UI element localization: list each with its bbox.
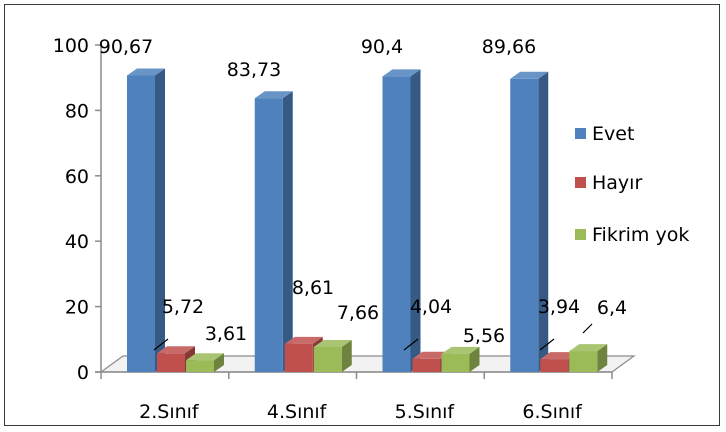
bar-side <box>410 69 421 372</box>
bar-fikrim-yok-3 <box>441 346 480 372</box>
bar-top <box>313 339 352 347</box>
legend-item-evet: Evet <box>575 123 634 145</box>
data-label: 4,04 <box>410 296 452 318</box>
x-category-label: 6.Sınıf <box>522 401 583 423</box>
data-label-leader <box>539 338 555 351</box>
bar-top <box>254 91 293 99</box>
bar-fikrim-yok-4 <box>569 344 608 372</box>
legend-item-hayır: Hayır <box>575 172 642 194</box>
bar-front <box>412 358 441 372</box>
legend-swatch <box>575 229 586 240</box>
bar-front <box>254 98 283 372</box>
bar-front <box>510 78 539 372</box>
y-tick-label: 20 <box>65 297 89 319</box>
x-category-label: 4.Sınıf <box>267 401 328 423</box>
bar-side <box>469 346 480 372</box>
bar-front <box>157 353 185 372</box>
y-tick-label: 100 <box>53 35 89 57</box>
bar-side <box>282 91 293 372</box>
legend-label: Fikrim yok <box>592 224 689 246</box>
bar-top <box>441 346 480 354</box>
bar-side <box>341 339 352 372</box>
data-label-leader <box>403 338 419 351</box>
x-category-label: 2.Sınıf <box>139 401 200 423</box>
bar-front <box>441 353 470 372</box>
bar-top <box>186 353 224 361</box>
data-label: 3,94 <box>538 296 580 318</box>
bar-top <box>412 351 451 359</box>
data-label: 3,61 <box>205 323 247 345</box>
data-label: 90,4 <box>361 36 403 58</box>
data-label: 6,4 <box>597 297 627 319</box>
y-tick-label: 40 <box>65 231 89 253</box>
bar-top <box>540 352 579 360</box>
y-tick-label: 60 <box>65 166 89 188</box>
bar-top <box>127 68 165 76</box>
bar-front <box>540 359 569 372</box>
data-label: 83,73 <box>227 59 281 81</box>
data-label: 89,66 <box>482 36 536 58</box>
bar-top <box>510 71 549 79</box>
bar-top <box>157 346 195 354</box>
bar-top <box>382 69 421 77</box>
bar-front <box>569 351 598 372</box>
bar-evet-3 <box>382 69 421 372</box>
legend-label: Hayır <box>592 172 642 194</box>
bar-front <box>127 75 155 373</box>
bar-fikrim-yok-2 <box>313 339 352 372</box>
data-label: 5,72 <box>162 296 204 318</box>
bar-fikrim-yok-1 <box>186 353 224 372</box>
legend-item-fikrim-yok: Fikrim yok <box>575 224 689 246</box>
bar-side <box>538 71 549 372</box>
bar-front <box>284 343 313 372</box>
bar-top <box>284 336 323 344</box>
bar-side <box>597 344 608 372</box>
bar-evet-4 <box>510 71 549 372</box>
bar-side <box>155 68 165 373</box>
legend-swatch <box>575 128 586 139</box>
data-label-leader <box>582 323 593 334</box>
legend-label: Evet <box>592 123 634 145</box>
bar-front <box>186 360 214 372</box>
bar-evet-1 <box>127 68 165 373</box>
x-category-label: 5.Sınıf <box>395 401 456 423</box>
data-label: 5,56 <box>463 325 505 347</box>
bar-side <box>214 353 224 372</box>
legend-swatch <box>575 177 586 188</box>
y-tick-label: 80 <box>65 100 89 122</box>
data-label: 8,61 <box>292 277 334 299</box>
bar-top <box>569 344 608 352</box>
bar-evet-2 <box>254 91 293 372</box>
data-label: 90,67 <box>99 36 153 58</box>
bar-front <box>382 76 411 372</box>
bar-front <box>313 346 342 372</box>
data-label-leader <box>153 338 169 351</box>
data-label: 7,66 <box>337 302 379 324</box>
y-tick-label: 0 <box>77 362 89 384</box>
